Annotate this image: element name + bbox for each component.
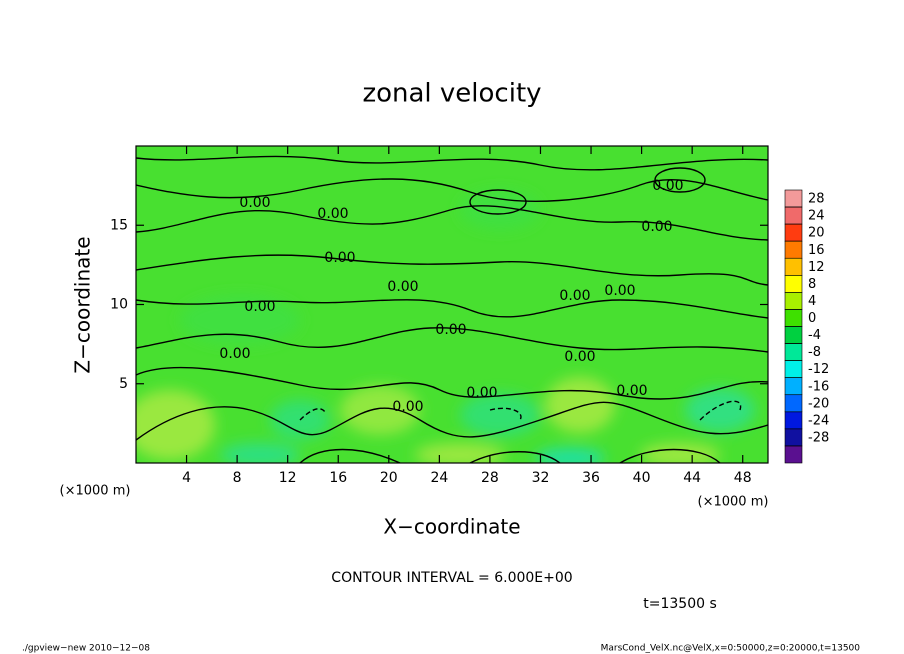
colorbar-label: -28 — [808, 430, 829, 445]
contour-label: 0.00 — [559, 288, 590, 304]
x-unit-label: (×1000 m) — [60, 484, 131, 499]
colorbar-label: 16 — [808, 243, 825, 258]
colorbar-box — [784, 240, 803, 259]
x-unit-label: (×1000 m) — [698, 495, 769, 510]
contour-label: 0.00 — [435, 322, 466, 338]
field — [136, 146, 768, 463]
colorbar-box — [784, 257, 803, 276]
x-tick-label: 12 — [279, 470, 297, 486]
colorbar-box — [784, 326, 803, 344]
contour-label: 0.00 — [239, 195, 270, 211]
colorbar-label: 8 — [808, 277, 816, 292]
x-tick-label: 44 — [683, 470, 701, 486]
y-tick-label: 15 — [110, 217, 128, 233]
x-tick-label: 24 — [430, 470, 448, 486]
colorbar-box — [784, 360, 803, 378]
colorbar-label: -8 — [808, 345, 821, 360]
x-tick-label: 40 — [633, 470, 651, 486]
colorbar-box — [784, 309, 803, 327]
footer-left: ./gpview−new 2010−12−08 — [22, 644, 150, 654]
colorbar-box — [784, 445, 803, 464]
colorbar-box — [784, 411, 803, 430]
colorbar-box — [784, 343, 803, 361]
colorbar-box — [784, 189, 803, 208]
x-axis-label: X−coordinate — [383, 515, 520, 539]
footer-right: MarsCond_VelX.nc@VelX,x=0:50000,z=0:2000… — [601, 644, 861, 654]
contour-label: 0.00 — [219, 346, 250, 362]
colorbar-label: 4 — [808, 294, 816, 309]
contour-label: 0.00 — [244, 299, 275, 315]
colorbar-label: 24 — [808, 209, 825, 224]
contour-label: 0.00 — [317, 206, 348, 222]
y-tick-label: 5 — [119, 376, 128, 392]
contour-interval: CONTOUR INTERVAL = 6.000E+00 — [331, 570, 572, 586]
colorbar-box — [784, 223, 803, 242]
time-label: t=13500 s — [643, 596, 717, 612]
contour-lines — [136, 155, 768, 463]
colorbar-label: -24 — [808, 413, 829, 428]
colorbar-box — [784, 428, 803, 447]
chart-title: zonal velocity — [362, 79, 541, 109]
colorbar-label: -4 — [808, 328, 821, 343]
y-tick-label: 10 — [110, 297, 128, 313]
colorbar-box — [784, 394, 803, 413]
contour-label: 0.00 — [652, 178, 683, 194]
x-tick-label: 28 — [481, 470, 499, 486]
colorbar-box — [784, 377, 803, 396]
colorbar-box — [784, 275, 803, 293]
x-tick-label: 8 — [233, 470, 242, 486]
colorbar-label: 0 — [808, 311, 816, 326]
contour-label: 0.00 — [604, 283, 635, 299]
colorbar-label: 20 — [808, 226, 825, 241]
contour-label: 0.00 — [324, 250, 355, 266]
colorbar-label: -16 — [808, 379, 829, 394]
colorbar-label: 28 — [808, 192, 825, 207]
y-axis-label: Z−coordinate — [71, 236, 95, 373]
colorbar-label: -12 — [808, 362, 829, 377]
x-tick-label: 16 — [329, 470, 347, 486]
contour-label: 0.00 — [616, 383, 647, 399]
x-tick-label: 36 — [582, 470, 600, 486]
x-tick-label: 32 — [532, 470, 550, 486]
colorbar-box — [784, 206, 803, 225]
contour-label: 0.00 — [466, 385, 497, 401]
contour-label: 0.00 — [392, 399, 423, 415]
contour-label: 0.00 — [641, 219, 672, 235]
x-tick-label: 20 — [380, 470, 398, 486]
contour-label: 0.00 — [387, 279, 418, 295]
x-tick-label: 4 — [182, 470, 191, 486]
x-tick-label: 48 — [734, 470, 752, 486]
colorbar-label: 12 — [808, 260, 825, 275]
contour-label: 0.00 — [564, 349, 595, 365]
colorbar-box — [784, 292, 803, 310]
colorbar-label: -20 — [808, 396, 829, 411]
